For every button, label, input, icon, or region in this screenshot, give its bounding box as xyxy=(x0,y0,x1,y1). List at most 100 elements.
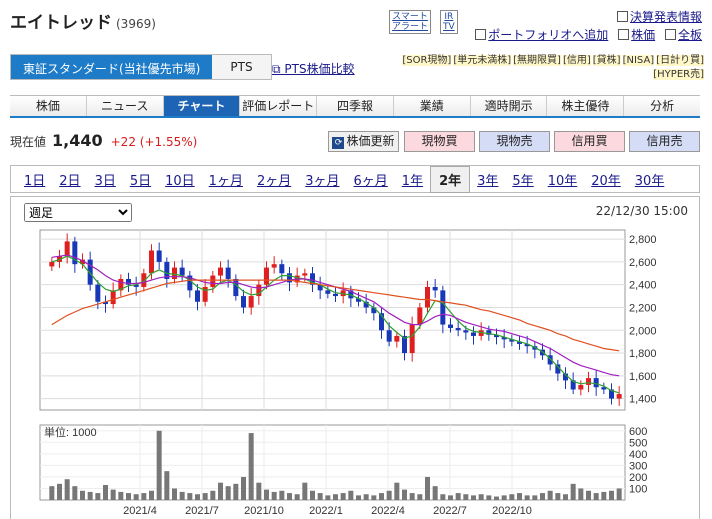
volume-bar xyxy=(578,488,584,500)
period-6[interactable]: 2ヶ月 xyxy=(256,173,292,189)
period-2[interactable]: 3日 xyxy=(94,173,116,189)
period-3[interactable]: 5日 xyxy=(129,173,152,189)
ir-tv-logo[interactable]: IR TV xyxy=(440,10,458,34)
candle-body xyxy=(95,284,101,302)
volume-bar xyxy=(402,489,407,500)
candle-body xyxy=(448,324,453,328)
market-tse-standard[interactable]: 東証スタンダード(当社優先市場) xyxy=(11,55,213,79)
tab-price[interactable]: 株価 xyxy=(10,96,87,116)
volume-bar xyxy=(218,482,223,500)
volume-bar xyxy=(517,493,522,500)
market-selector: 東証スタンダード(当社優先市場) PTS xyxy=(10,54,272,80)
tab-report[interactable]: 評価レポート xyxy=(240,96,318,116)
candle-body xyxy=(563,373,568,381)
ma-short-line xyxy=(51,255,620,394)
period-5[interactable]: 1ヶ月 xyxy=(208,173,243,189)
stock-price-link[interactable]: 株価 xyxy=(631,28,656,42)
candle-body xyxy=(287,273,292,283)
smart-alert-logo[interactable]: スマート アラート xyxy=(389,10,432,34)
x-tick-label: 2021/10 xyxy=(244,505,284,517)
candle-body xyxy=(463,330,469,333)
candle-body xyxy=(256,284,262,297)
volume-bar xyxy=(279,490,285,500)
margin-sell-button[interactable]: 信用売 xyxy=(629,131,700,152)
candle-body xyxy=(87,259,93,285)
badge-odd-lot: [単元未満株] xyxy=(453,55,512,66)
spot-sell-button[interactable]: 現物売 xyxy=(479,131,550,152)
volume-bar xyxy=(601,491,607,500)
candle-body xyxy=(494,334,499,338)
candle-body xyxy=(187,275,193,291)
tab-benefits[interactable]: 株主優待 xyxy=(547,96,625,116)
badge-margin: [信用] xyxy=(562,55,591,66)
volume-bar xyxy=(616,488,622,500)
price-value: 1,440 xyxy=(52,131,103,150)
price-tick-label: 1,600 xyxy=(629,371,657,383)
volume-bar xyxy=(302,482,308,500)
badge-lending: [貸株] xyxy=(592,55,621,66)
full-board-link[interactable]: 全板 xyxy=(677,28,702,42)
period-11[interactable]: 3年 xyxy=(477,173,499,189)
candle-body xyxy=(118,278,124,291)
company-title: エイトレッド (3969) xyxy=(10,8,156,33)
candle-body xyxy=(156,250,162,262)
candle-body xyxy=(501,337,507,340)
volume-tick-label: 300 xyxy=(629,460,647,472)
tab-analysis[interactable]: 分析 xyxy=(624,96,701,116)
add-portfolio-link[interactable]: ポートフォリオへ追加 xyxy=(488,28,609,42)
volume-bar xyxy=(248,433,254,500)
tab-chart[interactable]: チャート xyxy=(163,96,241,116)
period-4[interactable]: 10日 xyxy=(165,173,195,189)
price-plot-area xyxy=(39,229,626,411)
current-price: 現在値 1,440 +22 (+1.55%) xyxy=(10,131,197,150)
volume-tick-label: 500 xyxy=(629,437,647,449)
candle-body xyxy=(425,286,430,308)
volume-bar xyxy=(126,493,131,500)
chart-panel xyxy=(10,196,700,519)
tab-earnings[interactable]: 業績 xyxy=(393,96,471,116)
price-change: +22 (+1.55%) xyxy=(110,135,198,149)
period-0[interactable]: 1日 xyxy=(24,173,46,189)
period-7[interactable]: 3ヶ月 xyxy=(305,173,340,189)
candle-body xyxy=(394,335,400,342)
candle-body xyxy=(218,267,223,276)
tab-disclosure[interactable]: 適時開示 xyxy=(470,96,548,116)
margin-buy-button[interactable]: 信用買 xyxy=(554,131,625,152)
period-13[interactable]: 10年 xyxy=(547,173,578,189)
period-15[interactable]: 30年 xyxy=(634,173,665,189)
tab-shikiho[interactable]: 四季報 xyxy=(317,96,394,116)
volume-tick-label: 400 xyxy=(629,449,647,461)
pts-compare-link[interactable]: ⧉ PTS株価比較 xyxy=(272,62,355,76)
spot-buy-button[interactable]: 現物買 xyxy=(404,131,475,152)
tab-news[interactable]: ニュース xyxy=(86,96,164,116)
period-9[interactable]: 1年 xyxy=(401,173,424,189)
candle-body xyxy=(371,307,377,314)
volume-bar xyxy=(563,494,568,500)
candle-body xyxy=(279,264,285,274)
volume-bar xyxy=(478,494,484,500)
volume-bar xyxy=(593,493,599,500)
market-pts[interactable]: PTS xyxy=(212,55,271,79)
refresh-button[interactable]: ⟳ 株価更新 xyxy=(328,131,399,152)
period-8[interactable]: 6ヶ月 xyxy=(353,173,388,189)
volume-bar xyxy=(432,486,438,500)
period-1[interactable]: 2日 xyxy=(59,173,81,189)
frequency-select[interactable]: 週足 xyxy=(24,203,132,222)
candle-body xyxy=(210,275,216,287)
period-10[interactable]: 2年 xyxy=(430,165,471,193)
volume-bar xyxy=(356,495,361,500)
period-12[interactable]: 5年 xyxy=(512,173,534,189)
volume-bar xyxy=(202,493,208,500)
volume-tick-label: 100 xyxy=(629,483,647,495)
volume-bar xyxy=(271,491,277,500)
period-14[interactable]: 20年 xyxy=(591,173,621,189)
volume-bar xyxy=(532,495,538,500)
earnings-link[interactable]: 決算発表情報 xyxy=(629,10,702,24)
price-tick-label: 2,400 xyxy=(629,280,657,292)
candle-body xyxy=(248,296,254,308)
price-icon xyxy=(618,29,630,40)
volume-bar xyxy=(494,496,499,500)
board-icon xyxy=(664,29,676,40)
candle-body xyxy=(202,286,208,302)
trade-badges: [SOR現物] [単元未満株] [無期限買] [信用] [貸株] [NISA] [日計り買]… xyxy=(369,54,704,82)
